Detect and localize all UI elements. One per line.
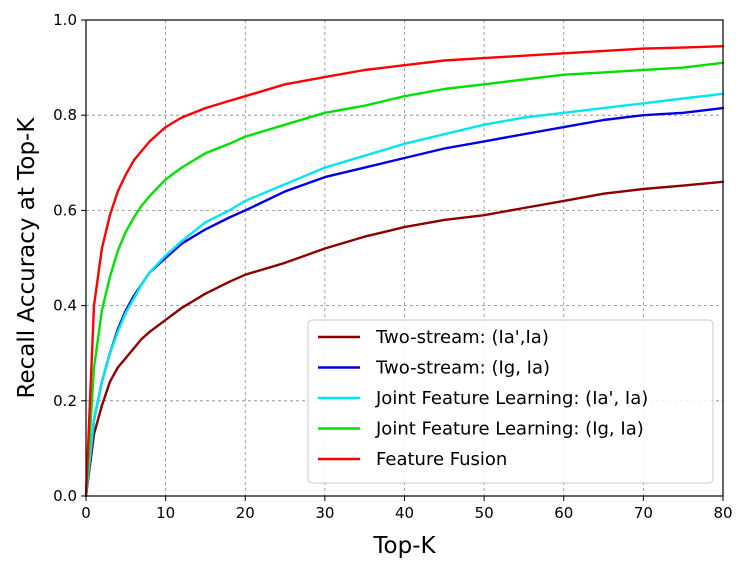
- x-tick-label: 60: [554, 504, 573, 522]
- x-tick-label: 30: [315, 504, 334, 522]
- x-axis-label: Top-K: [372, 533, 436, 559]
- x-tick-label: 0: [81, 504, 91, 522]
- axis-ticks: 0 10 20 30 40 50 60 70 80 0.0 0.2 0.4 0.6 0.8 1.0: [53, 11, 732, 522]
- x-tick-label: 40: [395, 504, 414, 522]
- legend: Two-stream: (Ia',Ia) Two-stream: (Ig, Ia)…: [307, 319, 714, 484]
- series-line-1: [84, 180, 725, 498]
- legend-label: Feature Fusion: [376, 449, 507, 470]
- legend-label: Joint Feature Learning: (Ia', Ia): [375, 388, 648, 409]
- x-tick-label: 50: [475, 504, 494, 522]
- x-tick-label: 70: [634, 504, 653, 522]
- legend-box: [307, 319, 714, 484]
- y-tick-label: 0.2: [53, 392, 77, 410]
- y-tick-label: 0.8: [53, 106, 77, 124]
- y-tick-label: 0.0: [53, 487, 77, 505]
- legend-label: Joint Feature Learning: (Ig, Ia): [375, 419, 644, 440]
- series-lines: [84, 45, 725, 498]
- x-tick-label: 20: [236, 504, 255, 522]
- y-axis-label: Recall Accuracy at Top-K: [14, 117, 40, 399]
- series-line-5: [84, 45, 725, 498]
- series-line-3: [84, 92, 725, 498]
- x-tick-label: 80: [713, 504, 732, 522]
- y-tick-label: 1.0: [53, 11, 77, 29]
- series-line-4: [84, 61, 725, 498]
- x-tick-label: 10: [156, 504, 175, 522]
- legend-label: Two-stream: (Ia',Ia): [375, 327, 549, 348]
- y-tick-label: 0.4: [53, 297, 77, 315]
- y-tick-label: 0.6: [53, 201, 77, 219]
- legend-label: Two-stream: (Ig, Ia): [375, 358, 550, 379]
